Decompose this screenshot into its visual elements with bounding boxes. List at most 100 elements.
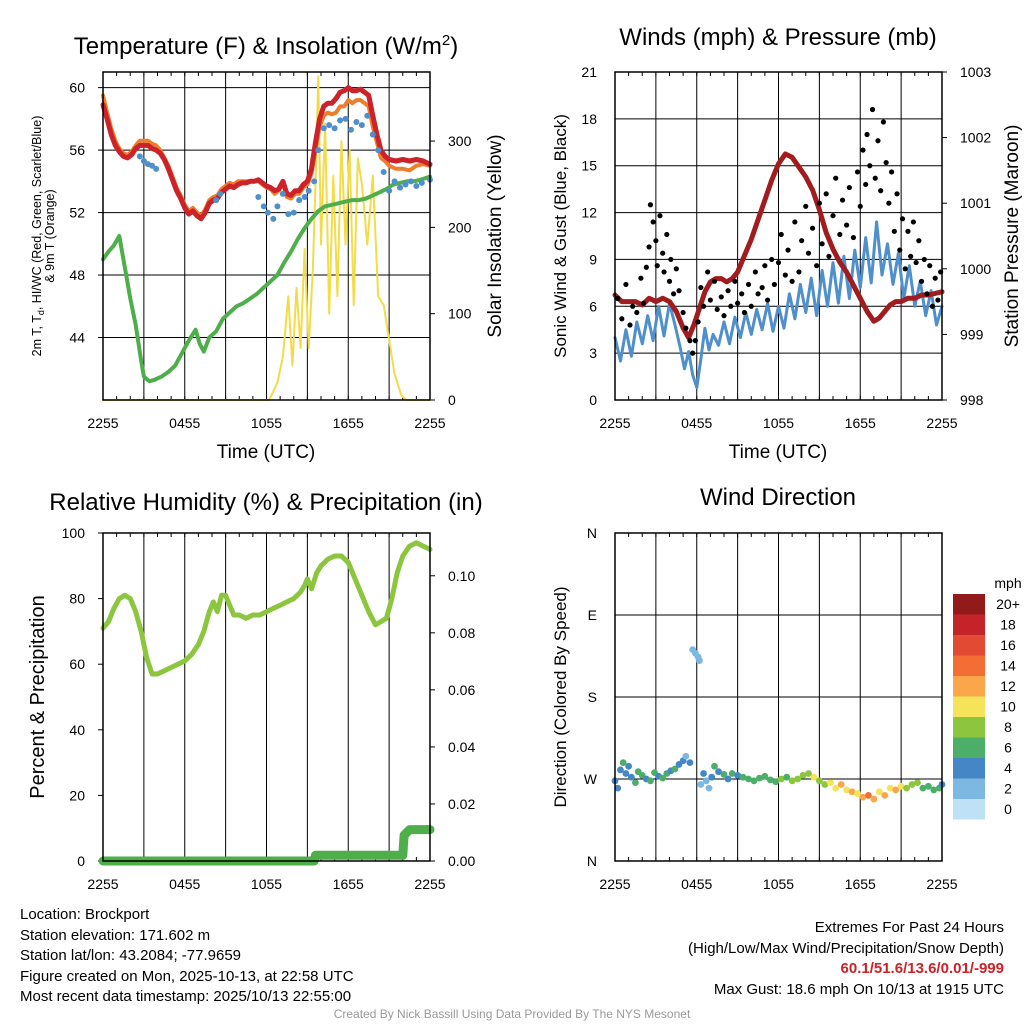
direction-point [728,770,736,777]
x-tick-label: 2255 [599,415,630,431]
x-tick-label: 1055 [763,415,794,431]
y-tick-label: E [588,607,597,623]
y-tick-label: 18 [581,111,597,127]
elevation-text: Station elevation: 171.602 m [20,926,211,944]
y-tick-label: 52 [69,205,85,221]
gust-point [899,216,906,222]
x-tick-label: 2255 [599,876,630,892]
windchill-point [274,203,281,210]
gust-point [918,278,925,284]
gust-point [844,222,850,228]
legend-swatch [953,635,985,656]
gust-point [905,228,911,234]
x-tick-label: 2255 [414,876,445,892]
gust-point [670,291,677,297]
y-tick-label: 40 [69,722,85,738]
gust-point [660,250,666,256]
y-right-tick-label: 0.02 [448,796,475,812]
recent-data-text: Most recent data timestamp: 2025/10/13 2… [20,988,352,1005]
y-right-tick-label: 1001 [960,195,991,211]
gust-point [762,263,768,269]
direction-point [617,766,624,774]
direction-point [848,788,856,796]
gust-point [698,284,704,291]
direction-point [739,773,747,781]
chart-title: Winds (mph) & Pressure (mb) [619,24,936,51]
direction-point [711,762,718,770]
y-right-tick-label: 1000 [960,261,991,277]
gust-point [707,297,713,303]
legend-swatch [953,655,985,676]
gust-point [654,263,660,269]
series-precipitation [98,825,435,866]
legend-title: mph [994,575,1021,591]
x-tick-label: 1055 [251,876,282,892]
speed-legend: mph 20+ 18 16 14 12 10 8 6 4 2 0 [953,575,1022,820]
y-tick-label: 21 [581,64,597,80]
windchill-point [305,187,312,194]
series-relative-humidity [100,540,433,677]
direction-point [897,782,905,790]
gust-point [765,297,771,303]
x-tick-label: 2255 [87,415,118,431]
gust-point [627,322,633,328]
legend-swatch [953,717,985,738]
extremes-title: Extremes For Past 24 Hours [814,919,1004,936]
direction-point [799,771,807,779]
gust-point [775,259,782,266]
latlon-text: Station lat/lon: 43.2084; -77.9659 [20,947,242,964]
gust-point [646,244,652,250]
direction-point [783,773,791,781]
direction-point [702,777,710,785]
gust-point [875,138,881,144]
gust-point [769,256,775,263]
gust-point [687,338,693,344]
direction-point [761,772,769,780]
gust-point [837,231,843,238]
gust-point [714,306,720,313]
gust-point [869,106,876,113]
legend-label: 2 [1004,781,1012,797]
direction-point [619,759,627,766]
gust-point [643,264,649,270]
y-right-tick-label: 999 [960,326,984,342]
y-tick-label: 60 [69,656,85,672]
gust-point [897,247,903,253]
series-2m-t [100,85,433,222]
gust-point [711,278,718,284]
direction-point [805,770,812,777]
legend-swatch [953,799,985,820]
windchill-point [136,153,143,160]
y-label-sub: d [36,310,46,315]
gust-point [778,231,784,238]
plot-border [102,71,431,401]
direction-point [696,657,703,664]
gust-point [823,191,829,197]
x-tick-label: 2255 [926,415,957,431]
direction-point [837,781,845,788]
y-tick-label: 60 [69,80,85,96]
gust-point [863,181,869,188]
direction-point [614,784,622,792]
direction-point [794,775,801,783]
direction-point [705,784,713,792]
direction-point [697,781,705,788]
gust-point [668,256,674,263]
windchill-point [320,125,327,132]
y-right-axis-label: Station Pressure (Maroon) [1002,125,1023,348]
series-dew-point [101,174,432,384]
y-axis-label: Sonic Wind & Gust (Blue, Black) [551,114,570,358]
windchill-point [337,117,344,124]
y-right-tick-label: 0.08 [448,625,475,641]
direction-point [886,784,894,792]
gust-point [792,219,798,225]
windchill-point [418,179,425,186]
y-right-tick-label: 0.06 [448,682,475,698]
title-text: Temperature (F) & Insolation (W/m [74,33,442,60]
direction-point [919,784,927,792]
legend-label: 16 [1000,637,1016,653]
plot-border [102,532,431,862]
gust-point [833,175,839,181]
x-tick-label: 1655 [845,415,876,431]
windchill-point [358,122,365,129]
